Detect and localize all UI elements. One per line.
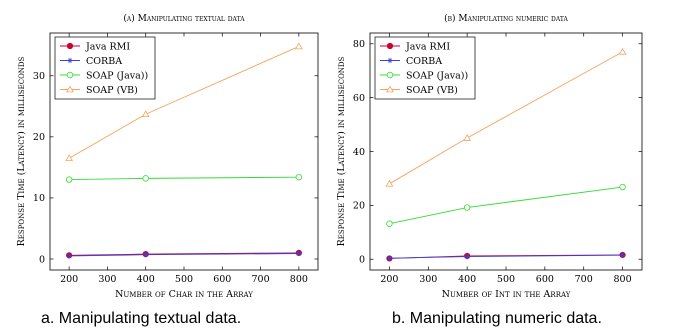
chart-panel-a: (a) Manipulating textual data 200 300 400 50… bbox=[16, 13, 319, 300]
series-soap-vb-a bbox=[65, 42, 303, 162]
data-point bbox=[463, 134, 472, 141]
series-java-rmi-b bbox=[386, 251, 626, 262]
x-axis-label-b: Number of Int in the Array bbox=[442, 289, 571, 300]
x-tick-label: 500 bbox=[497, 274, 515, 285]
legend-b: Java RMI CORBA SOAP (Java)) SOAP (VB) bbox=[374, 36, 476, 100]
legend-entry-corba: CORBA bbox=[380, 56, 442, 67]
data-point bbox=[65, 176, 73, 183]
legend-label: Java RMI bbox=[85, 41, 130, 52]
series-line bbox=[69, 176, 299, 181]
x-axis-a: 200 300 400 500 600 700 800 bbox=[60, 33, 308, 285]
legend-swatch-marker bbox=[66, 85, 74, 93]
data-point bbox=[66, 253, 72, 259]
legend-entry-soap-java: SOAP (Java)) bbox=[60, 70, 148, 81]
legend-label: SOAP (Java)) bbox=[86, 70, 148, 81]
x-tick-label: 800 bbox=[614, 274, 632, 285]
legend-entry-java-rmi: Java RMI bbox=[380, 41, 450, 52]
legend-label: SOAP (VB) bbox=[86, 85, 138, 96]
y-tick-label: 0 bbox=[39, 254, 45, 265]
series-line bbox=[389, 186, 623, 225]
y-tick-label: 10 bbox=[33, 193, 45, 204]
x-axis-b: 200 300 400 500 600 700 800 bbox=[380, 33, 632, 285]
data-point bbox=[295, 173, 303, 181]
legend-swatch-marker bbox=[386, 85, 394, 93]
data-point bbox=[463, 204, 471, 211]
series-soap-java-b bbox=[386, 183, 626, 227]
x-tick-label: 400 bbox=[458, 274, 476, 285]
x-tick-label: 800 bbox=[290, 274, 308, 285]
series-soap-java-a bbox=[65, 173, 303, 183]
chart-title-b: (b) Manipulating numeric data bbox=[444, 13, 568, 24]
x-tick-label: 600 bbox=[536, 274, 554, 285]
legend-label: CORBA bbox=[406, 56, 442, 67]
data-point bbox=[141, 110, 150, 118]
legend-entry-soap-java: SOAP (Java)) bbox=[380, 70, 468, 81]
series-soap-vb-b bbox=[385, 47, 627, 187]
caption-a: a. Manipulating textual data. bbox=[41, 310, 242, 327]
data-point bbox=[385, 179, 394, 187]
x-tick-label: 300 bbox=[98, 274, 116, 285]
data-point bbox=[619, 252, 626, 258]
y-tick-label: 20 bbox=[33, 132, 45, 143]
x-tick-label: 600 bbox=[213, 274, 231, 285]
legend-swatch-marker bbox=[66, 71, 74, 79]
data-point bbox=[386, 220, 393, 227]
legend-entry-corba: CORBA bbox=[60, 56, 122, 67]
legend-label: SOAP (Java)) bbox=[406, 70, 468, 81]
data-point bbox=[142, 175, 149, 182]
legend-a: Java RMI CORBA SOAP (Java)) SOAP (VB) bbox=[54, 36, 156, 100]
data-point bbox=[386, 255, 393, 261]
data-point bbox=[619, 183, 626, 191]
chart-panel-b: (b) Manipulating numeric data 200 300 400 50… bbox=[337, 0, 674, 336]
data-point bbox=[464, 253, 470, 260]
legend-swatch-marker bbox=[66, 42, 74, 50]
legend-label: SOAP (VB) bbox=[406, 85, 458, 96]
x-tick-label: 500 bbox=[175, 274, 193, 285]
legend-swatch-marker bbox=[387, 57, 393, 64]
x-tick-label: 200 bbox=[60, 274, 78, 285]
chart-title-a: (a) Manipulating textual data bbox=[123, 13, 245, 24]
y-axis-label-a: Response Time (Latency) in milliseconds bbox=[16, 56, 27, 246]
x-tick-label: 200 bbox=[380, 274, 398, 285]
x-tick-label: 700 bbox=[252, 274, 270, 285]
legend-label: CORBA bbox=[86, 56, 122, 67]
x-tick-label: 400 bbox=[137, 274, 155, 285]
y-axis-a: 0 10 20 30 bbox=[33, 71, 318, 265]
legend-entry-soap-vb: SOAP (VB) bbox=[380, 85, 458, 96]
x-tick-label: 300 bbox=[419, 274, 437, 285]
y-tick-label: 40 bbox=[353, 147, 365, 158]
y-tick-label: 20 bbox=[353, 201, 365, 212]
data-point bbox=[618, 47, 627, 55]
y-axis-b: 0 20 40 60 80 bbox=[353, 39, 642, 266]
x-tick-label: 700 bbox=[575, 274, 593, 285]
y-tick-label: 60 bbox=[353, 93, 365, 104]
data-point bbox=[143, 252, 149, 258]
legend-entry-soap-vb: SOAP (VB) bbox=[60, 85, 138, 96]
x-axis-label-a: Number of Char in the Array bbox=[115, 289, 253, 300]
data-point bbox=[65, 154, 74, 162]
data-point bbox=[294, 42, 303, 50]
caption-b: b. Manipulating numeric data. bbox=[392, 310, 602, 327]
legend-label: Java RMI bbox=[405, 41, 450, 52]
series-corba-b bbox=[386, 252, 626, 261]
legend-swatch-marker bbox=[386, 42, 394, 50]
y-tick-label: 0 bbox=[359, 255, 365, 266]
y-axis-label-b: Response Time (Latency) in milliseconds bbox=[337, 56, 347, 246]
y-tick-label: 30 bbox=[33, 71, 45, 82]
legend-swatch-marker bbox=[67, 57, 73, 64]
legend-entry-java-rmi: Java RMI bbox=[60, 41, 130, 52]
data-point bbox=[296, 250, 302, 257]
legend-swatch-marker bbox=[386, 71, 394, 79]
series-corba-a bbox=[66, 250, 302, 259]
y-tick-label: 80 bbox=[353, 39, 365, 50]
